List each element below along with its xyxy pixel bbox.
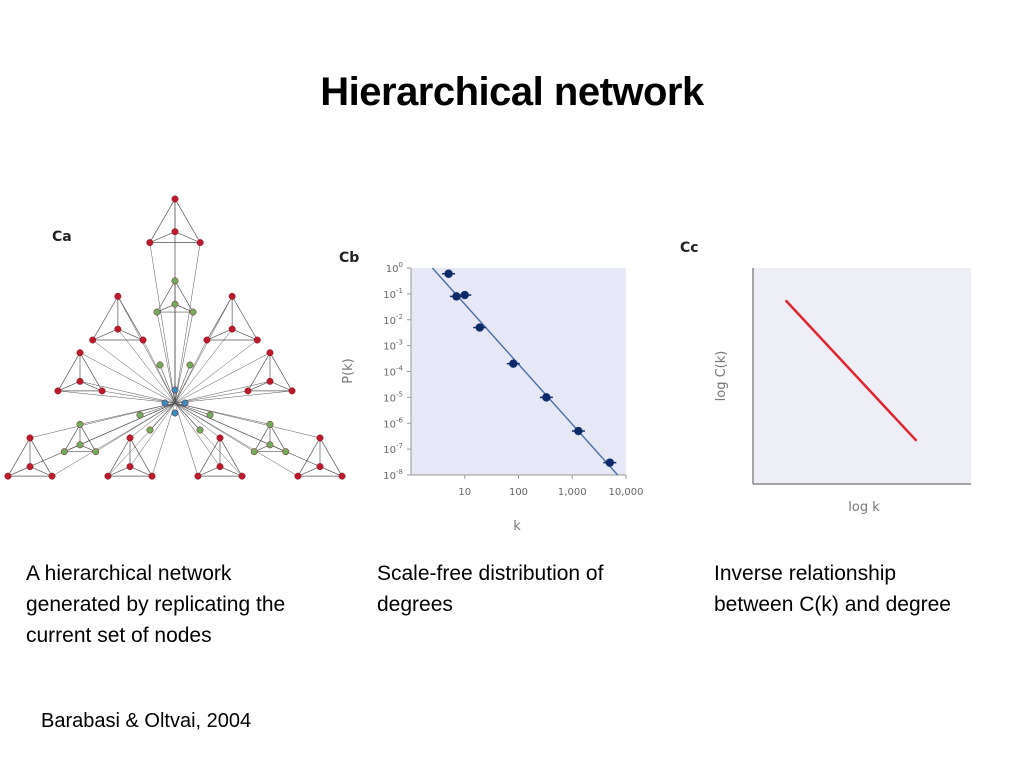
network-node (238, 472, 246, 480)
panel-cb-tag: Cb (339, 250, 360, 266)
network-node (196, 239, 204, 247)
caption-ca-line: current set of nodes (26, 624, 212, 647)
network-node (189, 308, 197, 316)
network-node (338, 472, 346, 480)
network-node (126, 434, 134, 442)
panel-ca-tag: Ca (52, 229, 72, 245)
network-node (161, 399, 169, 407)
network-node (294, 472, 302, 480)
network-node (253, 336, 261, 344)
network-node (156, 361, 164, 369)
cb-fit-line (431, 267, 619, 476)
network-node (181, 399, 189, 407)
caption-ca-line: A hierarchical network (26, 562, 232, 585)
caption-cc-line: Inverse relationship (714, 562, 897, 585)
network-node (114, 325, 122, 333)
cb-y-tick-label: 10-1 (383, 287, 403, 301)
cb-y-tick-label: 10-7 (383, 442, 403, 456)
network-node (194, 472, 202, 480)
cb-y-tick-label: 10-5 (383, 390, 403, 404)
cb-x-tick-label: 100 (509, 487, 528, 498)
cb-y-tick-label: 10-2 (383, 313, 403, 327)
cb-y-tick-label: 10-8 (383, 468, 403, 482)
cb-x-axis-label: k (513, 519, 521, 534)
degree-distribution-chart: 100 10-1 10-2 10-3 10-4 10-5 10-6 10-7 10-8 10 10… (341, 261, 644, 534)
network-node (228, 325, 236, 333)
network-node (171, 195, 179, 203)
citation-footer: Barabasi & Oltvai, 2004 (41, 710, 252, 732)
network-node (266, 349, 274, 357)
network-node (206, 411, 214, 419)
network-node (146, 239, 154, 247)
network-node (316, 434, 324, 442)
network-node (250, 448, 258, 456)
network-node (76, 349, 84, 357)
network-node (171, 409, 179, 417)
cb-y-tick-label: 10-4 (383, 365, 403, 379)
network-node (171, 228, 179, 236)
network-node (26, 434, 34, 442)
network-node (171, 277, 179, 285)
network-node (186, 361, 194, 369)
cb-x-tick-label: 10,000 (609, 487, 644, 498)
caption-cc-line: between C(k) and degree (714, 593, 951, 616)
slide-title: Hierarchical network (320, 70, 704, 114)
network-node (171, 386, 179, 394)
clustering-vs-degree-chart: log k log C(k) (714, 268, 971, 515)
network-node (316, 463, 324, 471)
network-node (266, 441, 274, 449)
network-node (146, 426, 154, 434)
panel-cc-tag: Cc (680, 240, 699, 256)
network-node (288, 387, 296, 395)
network-node (48, 472, 56, 480)
caption-cb-line: degrees (377, 593, 453, 616)
network-node (76, 441, 84, 449)
network-node (4, 472, 12, 480)
network-node (92, 448, 100, 456)
network-node (171, 300, 179, 308)
caption-cb: Scale-free distribution of degrees (377, 558, 677, 620)
network-node (216, 463, 224, 471)
network-node (76, 420, 84, 428)
caption-ca-line: generated by replicating the (26, 593, 286, 616)
cc-y-axis-label: log C(k) (714, 351, 729, 402)
cb-plot-background (411, 268, 626, 475)
network-node (244, 387, 252, 395)
cb-y-tick-label: 10-3 (383, 339, 403, 353)
network-node (203, 336, 211, 344)
network-node (153, 308, 161, 316)
network-node (266, 420, 274, 428)
caption-ca: A hierarchical network generated by repl… (26, 558, 346, 651)
network-node (54, 387, 62, 395)
network-node (139, 336, 147, 344)
cb-y-tick-label: 10-6 (383, 416, 403, 430)
network-node (266, 377, 274, 385)
network-node (60, 448, 68, 456)
network-nodes (4, 195, 346, 480)
network-node (228, 292, 236, 300)
network-node (76, 377, 84, 385)
cc-x-axis-label: log k (848, 500, 880, 515)
cc-series-line (784, 299, 918, 442)
network-node (196, 426, 204, 434)
network-node (216, 434, 224, 442)
cb-x-tick-label: 10 (458, 487, 471, 498)
cb-y-axis-label: P(k) (341, 358, 356, 384)
network-node (26, 463, 34, 471)
network-edges (7, 198, 343, 477)
network-node (148, 472, 156, 480)
network-node (98, 387, 106, 395)
caption-cc: Inverse relationship between C(k) and de… (714, 558, 1014, 620)
network-node (136, 411, 144, 419)
network-node (126, 463, 134, 471)
network-node (114, 292, 122, 300)
caption-cb-line: Scale-free distribution of (377, 562, 604, 585)
cb-y-tick-label: 100 (386, 261, 403, 275)
network-node (104, 472, 112, 480)
network-node (282, 448, 290, 456)
network-node (89, 336, 97, 344)
hierarchical-network-diagram (4, 195, 346, 480)
cb-x-tick-label: 1,000 (558, 487, 587, 498)
